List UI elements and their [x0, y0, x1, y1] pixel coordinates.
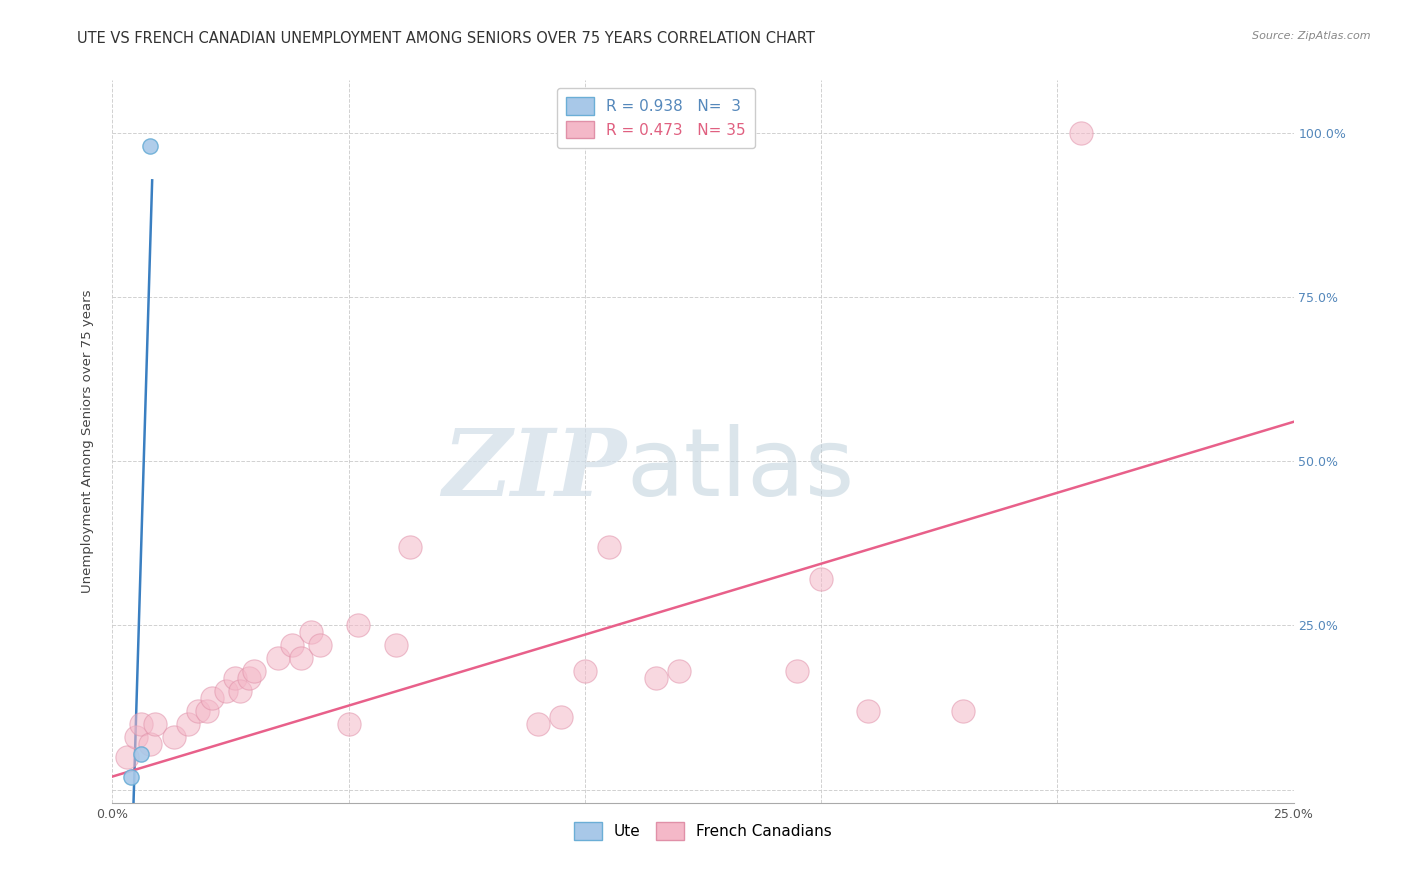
Point: [526, 717, 548, 731]
Point: [858, 704, 880, 718]
Point: [574, 665, 596, 679]
Point: [243, 665, 266, 679]
Point: [143, 717, 166, 731]
Text: Source: ZipAtlas.com: Source: ZipAtlas.com: [1253, 31, 1371, 41]
Text: UTE VS FRENCH CANADIAN UNEMPLOYMENT AMONG SENIORS OVER 75 YEARS CORRELATION CHAR: UTE VS FRENCH CANADIAN UNEMPLOYMENT AMON…: [77, 31, 815, 46]
Point: [215, 684, 238, 698]
Point: [238, 671, 260, 685]
Point: [347, 618, 370, 632]
Point: [120, 770, 142, 784]
Legend: Ute, French Canadians: Ute, French Canadians: [568, 816, 838, 846]
Point: [952, 704, 974, 718]
Point: [125, 730, 148, 744]
Point: [163, 730, 186, 744]
Point: [385, 638, 408, 652]
Point: [224, 671, 246, 685]
Point: [229, 684, 252, 698]
Point: [550, 710, 572, 724]
Point: [267, 651, 290, 665]
Point: [281, 638, 304, 652]
Point: [290, 651, 312, 665]
Point: [129, 747, 152, 761]
Point: [201, 690, 224, 705]
Point: [1070, 126, 1092, 140]
Text: atlas: atlas: [626, 425, 855, 516]
Y-axis label: Unemployment Among Seniors over 75 years: Unemployment Among Seniors over 75 years: [80, 290, 94, 593]
Point: [139, 737, 162, 751]
Point: [668, 665, 690, 679]
Point: [399, 540, 422, 554]
Point: [786, 665, 808, 679]
Point: [309, 638, 332, 652]
Point: [337, 717, 360, 731]
Point: [299, 625, 322, 640]
Point: [810, 573, 832, 587]
Point: [186, 704, 208, 718]
Text: ZIP: ZIP: [441, 425, 626, 516]
Point: [598, 540, 620, 554]
Point: [115, 749, 138, 764]
Point: [139, 139, 162, 153]
Point: [195, 704, 218, 718]
Point: [177, 717, 200, 731]
Point: [644, 671, 666, 685]
Point: [129, 717, 152, 731]
